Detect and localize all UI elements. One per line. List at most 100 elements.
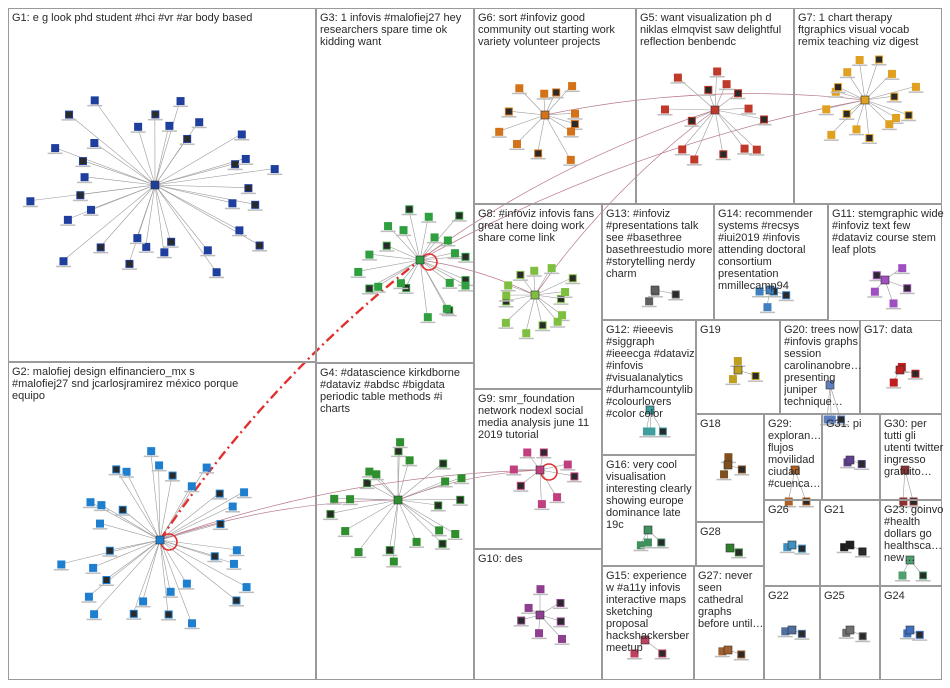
group-title-g30: G30: per tutti gli utenti twitter ingres… <box>884 418 944 478</box>
node-label-g15 <box>654 658 670 660</box>
node-label-g6 <box>563 136 579 138</box>
group-title-g21: G21 <box>824 504 845 516</box>
node-label-g1 <box>22 205 38 208</box>
node-label-g1 <box>234 138 250 141</box>
node-label-g7 <box>871 64 887 66</box>
node-label-g1 <box>130 131 146 133</box>
node-g4 <box>396 438 405 447</box>
group-box-g8 <box>474 204 602 389</box>
node-g13 <box>671 290 680 299</box>
edge-g4 <box>397 462 443 501</box>
group-box-g4 <box>316 363 474 680</box>
node-g5 <box>704 85 713 94</box>
node-label-g1 <box>56 265 72 268</box>
node-g1 <box>228 199 237 208</box>
edge-g5 <box>714 109 745 149</box>
node-label-g1 <box>200 254 216 257</box>
node-g3 <box>455 211 464 220</box>
node-label-g8 <box>500 289 516 292</box>
node-label-g17 <box>907 378 923 380</box>
edge-g2 <box>109 539 161 551</box>
node-label-g5 <box>749 154 765 156</box>
edge-g6 <box>544 85 572 116</box>
group-title-g20: G20: trees now #infovis graphs session c… <box>784 324 862 408</box>
hub-node-g19 <box>733 365 743 375</box>
node-g2 <box>242 583 251 592</box>
group-title-g4: G4: #datascience kirkdborne #dataviz #ab… <box>320 367 461 415</box>
node-g5 <box>752 145 761 154</box>
node-g22 <box>797 629 806 638</box>
group-title-g3: G3: 1 infovis #malofiej27 hey researcher… <box>320 12 462 48</box>
edge-g1 <box>154 184 240 231</box>
node-label-g1 <box>60 224 76 226</box>
edge-g3 <box>419 252 455 261</box>
edge-g5 <box>681 109 716 150</box>
node-g2 <box>90 610 99 619</box>
group-title-g26: G26 <box>768 504 789 516</box>
node-g1 <box>255 241 264 250</box>
node-g10 <box>556 617 565 626</box>
node-label-g4 <box>386 566 402 568</box>
node-label-g6 <box>567 118 583 120</box>
group-title-g13: G13: #infoviz #presentations talk see #b… <box>606 208 713 280</box>
edge-g30 <box>902 469 906 502</box>
hub-node-g12 <box>645 405 655 415</box>
edge-g1 <box>136 184 156 238</box>
node-label-g3 <box>451 220 467 222</box>
node-g24 <box>915 630 924 639</box>
node-g3 <box>354 267 363 276</box>
node-label-g1 <box>179 143 195 145</box>
node-g11 <box>898 264 907 273</box>
node-label-g6 <box>536 98 552 100</box>
node-g4 <box>363 479 372 488</box>
edge-g1 <box>154 184 248 188</box>
node-label-g19 <box>725 383 741 386</box>
hub-node-g25 <box>845 625 855 635</box>
group-title-g2: G2: malofiej design elfinanciero_mx s #m… <box>12 366 239 402</box>
edge-g7 <box>864 73 892 101</box>
node-g5 <box>734 89 743 98</box>
node-label-g2 <box>85 572 101 574</box>
node-g4 <box>439 459 448 468</box>
node-g2 <box>168 471 177 480</box>
group-box-g17 <box>860 320 942 414</box>
node-g2 <box>187 482 196 491</box>
group-box-g14 <box>714 204 828 320</box>
node-label-g5 <box>700 94 716 96</box>
node-g2 <box>84 592 93 601</box>
node-g1 <box>183 134 192 143</box>
node-g2 <box>129 609 138 618</box>
node-label-g11 <box>899 292 915 295</box>
node-g1 <box>26 197 35 206</box>
edge-g8 <box>534 294 543 325</box>
node-label-g25 <box>838 637 854 639</box>
edge-g3 <box>357 259 421 272</box>
hub-node-g4 <box>393 495 403 505</box>
node-g3 <box>461 252 470 261</box>
node-g1 <box>251 200 260 209</box>
node-label-g1 <box>224 207 240 210</box>
node-g1 <box>160 248 169 257</box>
node-g1 <box>78 157 87 166</box>
node-g7 <box>822 105 831 114</box>
node-label-g5 <box>741 113 757 115</box>
node-label-g26 <box>794 553 810 555</box>
node-g5 <box>687 116 696 125</box>
node-g7 <box>843 68 852 77</box>
node-g6 <box>512 140 521 149</box>
node-label-g1 <box>267 173 283 176</box>
node-label-g4 <box>409 546 425 548</box>
node-g1 <box>87 205 96 214</box>
node-g2 <box>86 498 95 507</box>
node-g6 <box>534 149 543 158</box>
edge-g6 <box>544 114 571 160</box>
edge-g4 <box>397 459 410 501</box>
node-label-g3 <box>380 230 396 233</box>
node-label-g5 <box>737 153 753 155</box>
node-g1 <box>76 191 85 200</box>
node-label-g12 <box>655 436 671 438</box>
edge-g3 <box>419 216 429 261</box>
node-g1 <box>96 243 105 252</box>
node-label-g10 <box>553 625 569 628</box>
